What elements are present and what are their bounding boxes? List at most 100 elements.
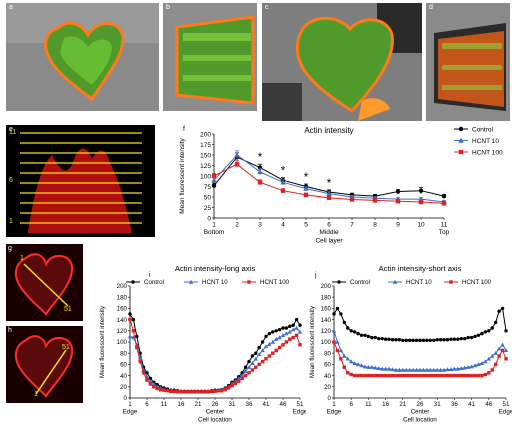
data-point — [352, 330, 357, 334]
legend-marker — [449, 280, 453, 284]
data-point — [349, 372, 353, 377]
data-point — [199, 390, 204, 394]
data-point — [390, 338, 395, 342]
x-axis-label: Cell location — [198, 417, 232, 424]
data-point — [500, 348, 505, 353]
data-point — [404, 373, 408, 378]
data-point — [196, 390, 200, 394]
x-tick-label: 3 — [258, 222, 262, 229]
x-sub-label: Edge — [293, 408, 306, 415]
data-point — [250, 354, 255, 358]
data-point — [397, 373, 402, 378]
y-tick-label: 120 — [321, 328, 332, 335]
data-point — [346, 326, 350, 330]
x-tick-label: 41 — [468, 401, 475, 408]
data-point — [138, 359, 142, 364]
y-axis-label: Mean fluorescent intensity — [99, 305, 106, 378]
data-point — [280, 333, 286, 337]
data-point — [355, 362, 361, 367]
data-point — [486, 356, 491, 361]
x-axis-label: Cell location — [403, 417, 437, 424]
y-tick-label: 0 — [207, 215, 211, 222]
data-point — [497, 354, 501, 358]
data-point — [395, 189, 401, 194]
data-point — [390, 373, 395, 378]
data-point — [418, 188, 424, 193]
data-point — [394, 338, 398, 342]
data-point — [356, 331, 360, 336]
data-point — [128, 317, 132, 322]
legend-label: HCNT 100 — [472, 149, 503, 156]
data-point — [254, 351, 258, 355]
legend-label: Control — [350, 279, 370, 286]
data-point — [497, 309, 501, 313]
panel-label-h: h — [8, 327, 12, 334]
data-point — [342, 320, 347, 325]
series-control — [128, 312, 302, 393]
data-point — [500, 342, 505, 347]
x-tick-label: 51 — [503, 401, 510, 408]
x-tick-label: 6 — [145, 401, 149, 408]
chart-title: Actin intensity-long axis — [175, 264, 255, 273]
data-point — [203, 390, 207, 394]
series-control — [332, 306, 508, 343]
x-tick-label: 36 — [451, 401, 458, 408]
data-point — [240, 376, 244, 381]
y-tick-label: 40 — [120, 373, 127, 380]
x-sub-label: Center — [411, 408, 430, 415]
data-point — [186, 390, 190, 394]
data-point — [326, 195, 332, 201]
data-point — [418, 199, 424, 205]
x-tick-label: 1 — [212, 222, 216, 229]
data-point — [284, 326, 289, 330]
data-point — [243, 365, 248, 369]
data-point — [134, 342, 139, 347]
data-point — [271, 351, 275, 355]
data-point — [169, 389, 173, 393]
data-point — [346, 371, 350, 375]
legend-label: Control — [472, 126, 494, 133]
data-point — [435, 338, 439, 342]
data-point — [189, 390, 193, 394]
data-point — [363, 373, 367, 378]
data-point — [377, 336, 381, 341]
data-point — [411, 373, 415, 378]
data-point — [152, 385, 156, 389]
series-hcnt-100 — [332, 340, 508, 378]
data-point — [257, 169, 263, 174]
data-point — [271, 330, 275, 334]
chart-title: Actin intensity-short axis — [379, 264, 462, 273]
micrograph-a — [6, 3, 159, 111]
x-sub-label: Center — [206, 408, 225, 415]
y-tick-label: 160 — [117, 306, 128, 313]
x-axis-label: Cell layer — [315, 238, 343, 245]
data-point — [359, 333, 364, 337]
data-point — [469, 364, 474, 369]
panel-label-g: g — [8, 245, 12, 252]
data-point — [363, 333, 367, 337]
x-tick-label: 16 — [178, 401, 185, 408]
data-point — [135, 345, 139, 350]
y-tick-label: 180 — [321, 294, 332, 301]
data-point — [257, 345, 261, 350]
data-point — [162, 388, 166, 392]
data-point — [243, 373, 248, 378]
x-tick-label: 9 — [396, 222, 400, 229]
data-point — [435, 373, 439, 378]
data-point — [263, 344, 269, 349]
data-point — [483, 359, 488, 364]
chart-i-long-axis: Actin intensity-long axis020406080100120… — [99, 264, 306, 424]
data-point — [356, 373, 360, 378]
data-point — [449, 373, 453, 378]
data-point — [274, 337, 279, 341]
data-point — [407, 338, 412, 343]
data-point — [291, 335, 295, 340]
data-point — [366, 365, 371, 369]
data-point — [349, 197, 355, 202]
y-tick-label: 175 — [200, 142, 211, 149]
data-point — [404, 338, 408, 343]
data-point — [462, 365, 467, 370]
data-point — [264, 334, 268, 339]
data-point — [431, 367, 436, 372]
